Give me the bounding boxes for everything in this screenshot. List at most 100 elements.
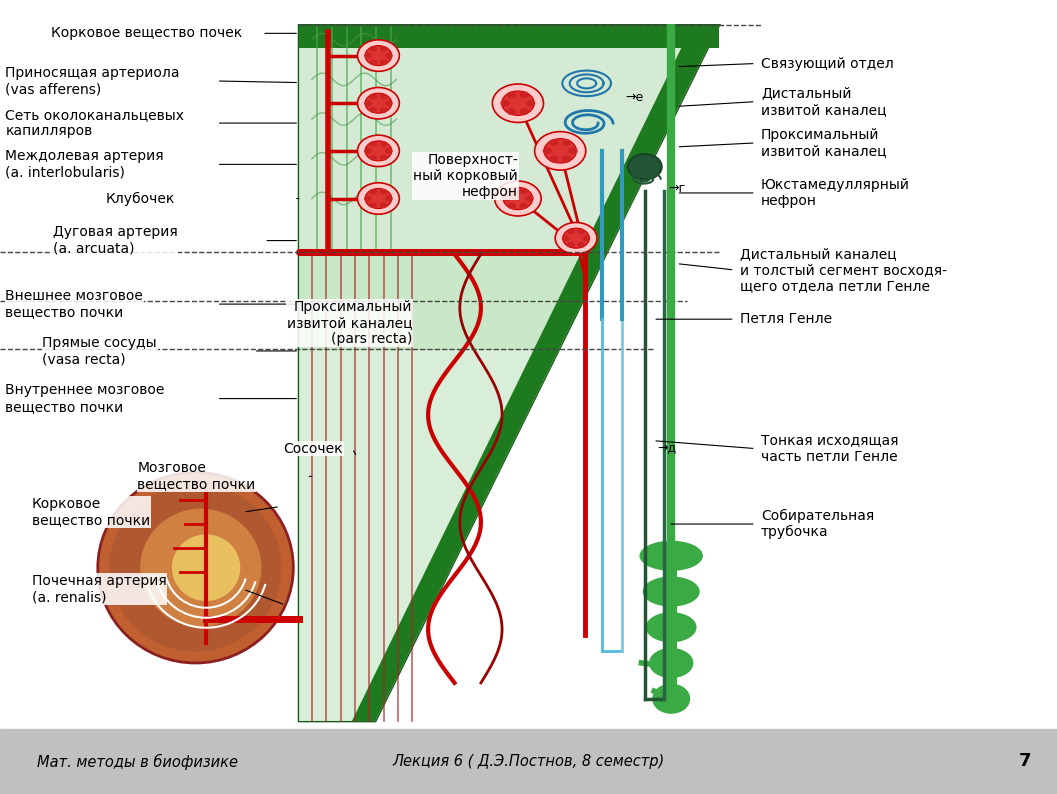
Ellipse shape	[649, 648, 693, 678]
Circle shape	[507, 108, 516, 115]
Ellipse shape	[97, 472, 293, 663]
Circle shape	[364, 100, 372, 106]
Circle shape	[369, 189, 377, 195]
Text: Корковое вещество почек: Корковое вещество почек	[51, 26, 242, 40]
Circle shape	[379, 94, 388, 99]
Circle shape	[369, 141, 377, 147]
Circle shape	[364, 148, 372, 154]
Polygon shape	[352, 25, 719, 721]
Circle shape	[495, 181, 541, 216]
Text: Корковое
вещество почки: Корковое вещество почки	[32, 497, 150, 527]
Ellipse shape	[646, 612, 697, 642]
Text: 7: 7	[1019, 753, 1032, 770]
Ellipse shape	[652, 684, 690, 714]
Circle shape	[507, 203, 516, 210]
Text: Прямые сосуды
(vasa recta): Прямые сосуды (vasa recta)	[42, 336, 156, 366]
Text: Клубочек: Клубочек	[106, 191, 175, 206]
Text: Юкстамедуллярный
нефрон: Юкстамедуллярный нефрон	[761, 178, 910, 208]
Polygon shape	[299, 25, 719, 252]
Circle shape	[550, 156, 558, 163]
Ellipse shape	[639, 541, 703, 571]
Polygon shape	[299, 25, 719, 48]
Circle shape	[502, 91, 534, 115]
Ellipse shape	[172, 534, 240, 601]
Circle shape	[555, 222, 597, 254]
Circle shape	[520, 108, 528, 115]
Circle shape	[567, 242, 575, 248]
Text: Петля Генле: Петля Генле	[740, 312, 832, 326]
Circle shape	[369, 94, 377, 99]
Text: →д: →д	[657, 442, 676, 456]
Text: Поверхност-
ный корковый
нефрон: Поверхност- ный корковый нефрон	[413, 153, 518, 199]
Ellipse shape	[141, 509, 261, 626]
Circle shape	[562, 228, 590, 249]
Circle shape	[385, 195, 393, 202]
Text: Почечная артерия
(a. renalis): Почечная артерия (a. renalis)	[32, 574, 166, 604]
Text: Внутреннее мозговое
вещество почки: Внутреннее мозговое вещество почки	[5, 384, 165, 414]
Text: Сосочек: Сосочек	[283, 441, 342, 456]
Polygon shape	[299, 25, 719, 721]
Circle shape	[365, 45, 392, 66]
Circle shape	[379, 107, 388, 113]
Circle shape	[357, 87, 400, 119]
Text: Мозговое
вещество почки: Мозговое вещество почки	[137, 461, 256, 491]
Text: Дистальный
извитой каналец: Дистальный извитой каналец	[761, 87, 887, 117]
Circle shape	[369, 60, 377, 65]
Text: Собирательная
трубочка: Собирательная трубочка	[761, 509, 874, 539]
Text: →г: →г	[668, 182, 685, 195]
Ellipse shape	[110, 484, 281, 652]
Circle shape	[569, 148, 578, 154]
Circle shape	[502, 195, 511, 202]
Text: Связующий отдел: Связующий отдел	[761, 56, 894, 71]
Circle shape	[379, 46, 388, 52]
Circle shape	[628, 154, 662, 179]
Circle shape	[562, 235, 570, 241]
Circle shape	[582, 235, 590, 241]
Circle shape	[562, 139, 571, 146]
Text: →е: →е	[626, 91, 644, 104]
Circle shape	[385, 148, 393, 154]
Text: Тонкая исходящая
часть петли Генле: Тонкая исходящая часть петли Генле	[761, 434, 898, 464]
Circle shape	[501, 100, 509, 106]
Circle shape	[369, 107, 377, 113]
Circle shape	[385, 52, 393, 59]
Circle shape	[369, 202, 377, 208]
Circle shape	[535, 132, 586, 170]
Text: Лекция 6 ( Д.Э.Постнов, 8 семестр): Лекция 6 ( Д.Э.Постнов, 8 семестр)	[392, 754, 665, 769]
Circle shape	[357, 135, 400, 167]
Circle shape	[520, 187, 528, 194]
Circle shape	[357, 40, 400, 71]
Text: Дуговая артерия
(a. arcuata): Дуговая артерия (a. arcuata)	[53, 225, 178, 256]
Circle shape	[520, 203, 528, 210]
Circle shape	[577, 229, 586, 234]
Circle shape	[379, 155, 388, 160]
Polygon shape	[299, 349, 559, 721]
Circle shape	[357, 183, 400, 214]
Circle shape	[369, 155, 377, 160]
Text: Мат. методы в биофизике: Мат. методы в биофизике	[37, 754, 238, 769]
Circle shape	[503, 187, 533, 210]
Text: Сеть околоканальцевых
капилляров: Сеть околоканальцевых капилляров	[5, 108, 184, 138]
Circle shape	[379, 202, 388, 208]
Circle shape	[550, 139, 558, 146]
Circle shape	[493, 84, 543, 122]
Text: Внешнее мозговое
вещество почки: Внешнее мозговое вещество почки	[5, 289, 143, 319]
Circle shape	[379, 141, 388, 147]
Circle shape	[364, 52, 372, 59]
Circle shape	[543, 148, 552, 154]
Circle shape	[365, 141, 392, 161]
Circle shape	[365, 188, 392, 209]
Circle shape	[507, 91, 516, 98]
Text: Проксимальный
извитой каналец
(pars recta): Проксимальный извитой каналец (pars rect…	[286, 300, 412, 346]
Text: Приносящая артериола
(vas afferens): Приносящая артериола (vas afferens)	[5, 66, 180, 96]
Circle shape	[526, 100, 535, 106]
Circle shape	[379, 189, 388, 195]
Bar	[0, 729, 1057, 794]
Circle shape	[577, 242, 586, 248]
Circle shape	[525, 195, 534, 202]
Text: Дистальный каналец
и толстый сегмент восходя-
щего отдела петли Генле: Дистальный каналец и толстый сегмент вос…	[740, 247, 947, 293]
Circle shape	[365, 93, 392, 114]
Circle shape	[562, 156, 571, 163]
Circle shape	[385, 100, 393, 106]
Ellipse shape	[643, 576, 700, 607]
